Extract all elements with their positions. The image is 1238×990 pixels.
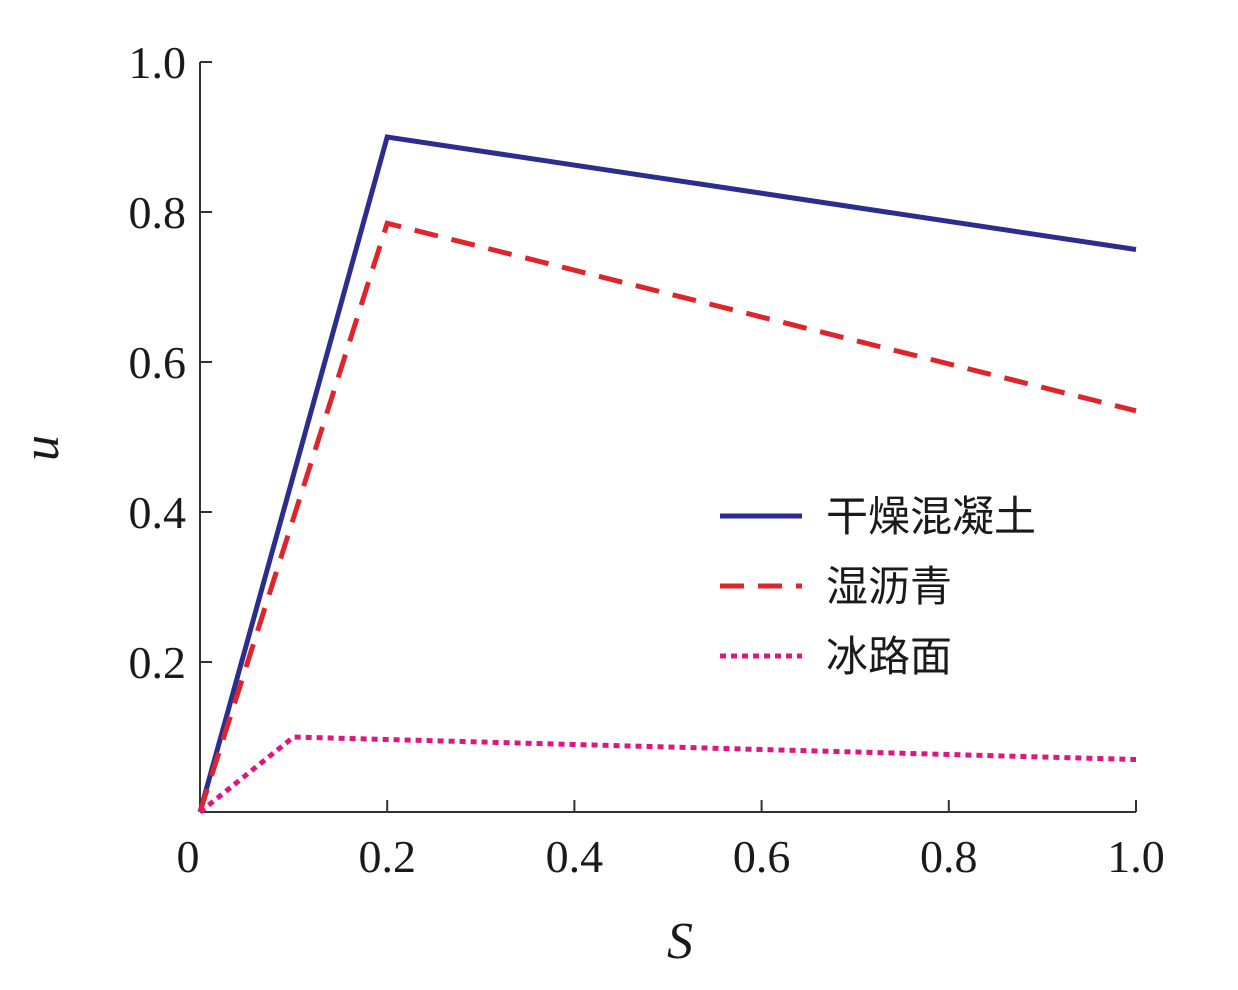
x-tick-label: 0.8 [920,831,978,882]
y-tick-label: 0.8 [129,187,187,238]
x-tick-label: 0 [177,831,200,882]
series-line-3 [198,734,1137,814]
legend-label-1: 干燥混凝土 [826,492,1036,541]
series-line-1 [197,134,1137,813]
legend-label-2: 湿沥青 [826,562,952,611]
series-line-2 [197,220,1137,813]
y-tick-label: 0.4 [129,487,187,538]
x-tick-label: 0.6 [733,831,791,882]
x-tick-label: 0.4 [546,831,604,882]
y-tick-label: 0.2 [129,637,187,688]
legend-label-3: 冰路面 [826,632,952,681]
y-axis-title: u [13,435,70,461]
axes: 0 0.2 0.4 0.6 0.8 1.0 0.2 0.4 0.6 0.8 1.0 [129,37,1165,882]
x-axis-title: S [667,913,693,970]
series-layer [197,134,1137,814]
y-tick-label: 1.0 [129,37,187,88]
y-tick-label: 0.6 [129,337,187,388]
x-tick-label: 0.2 [358,831,416,882]
x-tick-label: 1.0 [1107,831,1165,882]
